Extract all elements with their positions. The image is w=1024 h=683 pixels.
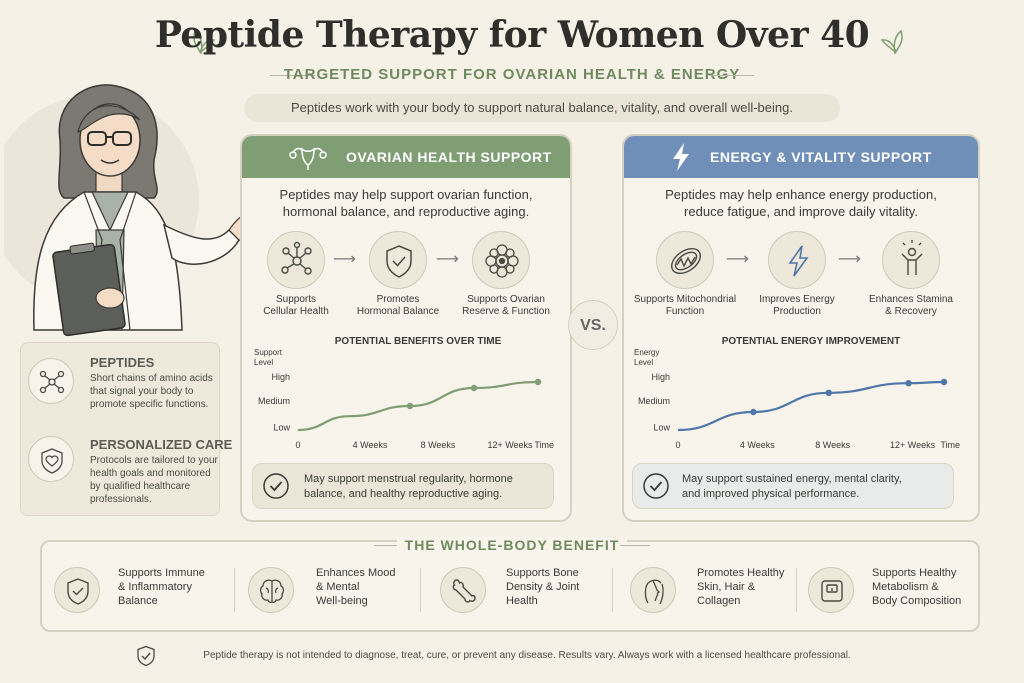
ovarian-callout: [252, 463, 554, 509]
wb-skin-text: Promotes Healthy Skin, Hair & Collagen: [697, 567, 785, 607]
wb-divider: [420, 568, 421, 612]
arrow-right-icon: ⟶: [838, 251, 861, 268]
step-production-label: Improves Energy Production: [759, 294, 835, 317]
x-axis-label: Time: [940, 440, 960, 450]
energy-callout: [632, 463, 954, 509]
ovarian-panel: [240, 134, 572, 522]
cell-network-icon: [267, 231, 325, 289]
wb-divider: [234, 568, 235, 612]
energy-desc: Peptides may help enhance energy product…: [665, 187, 937, 219]
chart-title: POTENTIAL ENERGY IMPROVEMENT: [722, 336, 901, 347]
step-ovarian-label: Supports Ovarian Reserve & Function: [462, 294, 550, 317]
wb-mood-text: Enhances Mood & Mental Well-being: [316, 567, 396, 607]
data-point: [825, 389, 832, 396]
subtitle-rule-right: [709, 75, 754, 76]
ovarian-panel-title: OVARIAN HEALTH SUPPORT: [346, 149, 552, 165]
y-tick-label: Low: [273, 423, 290, 433]
series-line: [297, 380, 539, 432]
info-peptides-text: Short chains of amino acids that signal …: [90, 373, 213, 410]
step-mito-label: Supports Mitochondrial Function: [633, 294, 737, 317]
x-tick-label: 0: [295, 440, 300, 450]
arrow-right-icon: ⟶: [333, 251, 356, 268]
x-tick-label: 4 Weeks: [740, 440, 775, 450]
energy-panel-header: ENERGY & VITALITY SUPPORT: [624, 136, 978, 178]
y-tick-label: Low: [653, 423, 670, 433]
y-tick-label: Medium: [258, 396, 290, 406]
step-hormonal-label: Promotes Hormonal Balance: [356, 294, 440, 317]
scale-icon: [808, 567, 854, 613]
info-peptides-title: PEPTIDES: [90, 355, 155, 370]
data-point: [750, 408, 757, 416]
data-point: [940, 378, 948, 386]
series-line: [677, 380, 945, 432]
vs-badge: VS.: [568, 300, 618, 350]
energy-panel-title: ENERGY & VITALITY SUPPORT: [710, 149, 932, 165]
ovarian-callout-text: May support menstrual regularity, hormon…: [304, 473, 513, 500]
disclaimer-text: Peptide therapy is not intended to diagn…: [203, 650, 851, 661]
x-tick-label: 12+ Weeks: [890, 440, 936, 450]
ovarian-panel-header: OVARIAN HEALTH SUPPORT: [242, 136, 570, 178]
info-care-text: Protocols are tailored to your health go…: [90, 455, 218, 505]
intro-banner: Peptides work with your body to support …: [244, 94, 840, 122]
energy-panel: [622, 134, 980, 522]
y-tick-label: Medium: [638, 396, 670, 406]
molecule-icon: [28, 358, 74, 404]
wb-divider: [612, 568, 613, 612]
ovarian-benefit-chart: POTENTIAL BENEFITS OVER TIME SupportLevel…: [254, 336, 554, 450]
brain-icon: [248, 567, 294, 613]
x-tick-label: 8 Weeks: [815, 440, 850, 450]
mitochondria-icon: [656, 231, 714, 289]
person-energy-icon: [882, 231, 940, 289]
follicle-icon: [472, 231, 530, 289]
arrow-right-icon: ⟶: [726, 251, 749, 268]
subtitle-rule-left: [270, 75, 315, 76]
page-title: Peptide Therapy for Women Over 40: [154, 14, 870, 56]
uterus-icon: [289, 147, 327, 170]
shield-check-icon: [137, 645, 155, 667]
data-point: [905, 380, 912, 387]
y-tick-label: High: [271, 372, 290, 382]
check-circle-icon: [263, 473, 289, 499]
page-subtitle: TARGETED SUPPORT FOR OVARIAN HEALTH & EN…: [283, 66, 741, 83]
x-tick-label: 12+ Weeks: [487, 440, 533, 450]
ovarian-desc: Peptides may help support ovarian functi…: [279, 187, 533, 219]
shield-check-icon: [369, 231, 427, 289]
y-axis-label: Level: [634, 358, 653, 367]
wb-immune-text: Supports Immune & Inflammatory Balance: [118, 567, 205, 607]
y-axis-label: Support: [254, 348, 283, 357]
leaf-left-icon: [193, 29, 216, 55]
x-axis-label: Time: [534, 440, 554, 450]
lightning-icon: [673, 143, 689, 171]
step-cellular-label: Supports Cellular Health: [263, 294, 329, 317]
check-circle-icon: [643, 473, 669, 499]
wb-rule-right: [620, 545, 650, 546]
y-tick-label: High: [651, 372, 670, 382]
chart-title: POTENTIAL BENEFITS OVER TIME: [335, 336, 502, 347]
wb-rule-left: [374, 545, 404, 546]
face-profile-icon: [630, 567, 676, 613]
wb-bone-text: Supports Bone Density & Joint Health: [506, 567, 580, 607]
x-tick-label: 8 Weeks: [421, 440, 456, 450]
lightning-icon: [768, 231, 826, 289]
wb-metabolism-text: Supports Healthy Metabolism & Body Composi…: [872, 567, 962, 607]
data-point: [406, 402, 414, 410]
data-point: [470, 384, 478, 392]
y-axis-label: Level: [254, 358, 273, 367]
x-tick-label: 0: [675, 440, 680, 450]
step-stamina-label: Enhances Stamina & Recovery: [869, 294, 953, 317]
info-care-title: PERSONALIZED CARE: [90, 437, 233, 452]
energy-callout-text: May support sustained energy, mental cla…: [682, 473, 902, 500]
bone-icon: [440, 567, 486, 613]
heart-shield-icon: [28, 436, 74, 482]
y-axis-label: Energy: [634, 348, 659, 357]
leaf-right-icon: [880, 29, 903, 55]
shield-check-icon: [54, 567, 100, 613]
doctor-illustration: [4, 84, 271, 337]
wb-divider: [796, 568, 797, 612]
x-tick-label: 4 Weeks: [353, 440, 388, 450]
data-point: [534, 378, 542, 386]
whole-body-title: THE WHOLE-BODY BENEFIT: [0, 537, 1024, 553]
arrow-right-icon: ⟶: [436, 251, 459, 268]
